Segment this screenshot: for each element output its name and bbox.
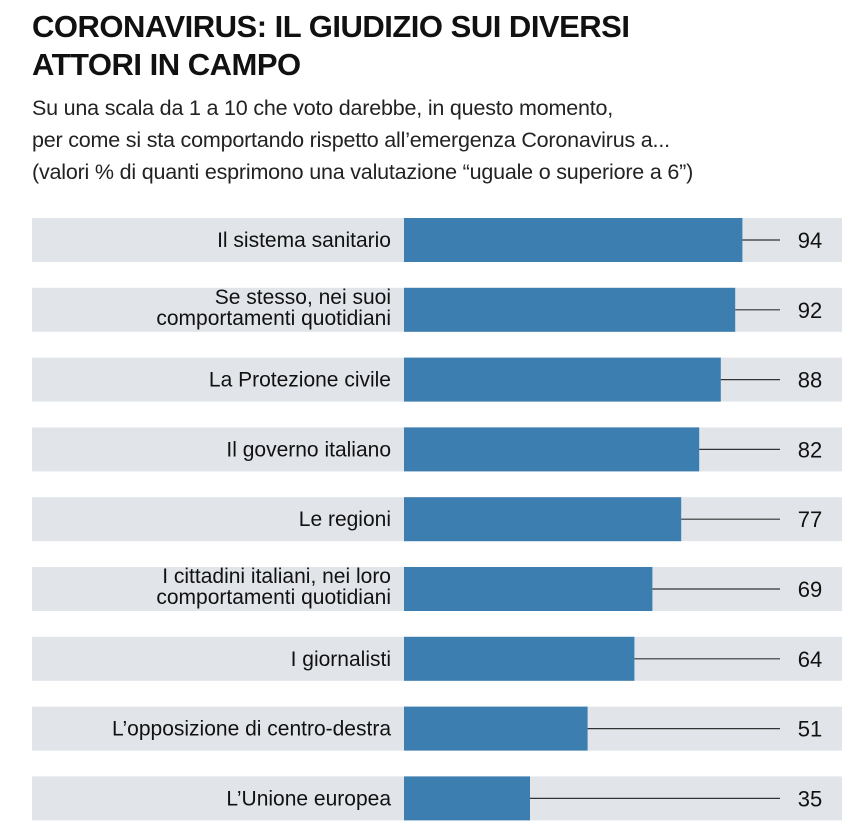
category-label: I cittadini italiani, nei loro xyxy=(162,565,391,588)
bar xyxy=(404,706,588,751)
value-label: 35 xyxy=(798,786,822,811)
title-line-2: ATTORI IN CAMPO xyxy=(32,47,301,82)
category-label: La Protezione civile xyxy=(209,369,391,392)
chart-title: CORONAVIRUS: IL GIUDIZIO SUI DIVERSI ATT… xyxy=(32,8,832,84)
value-label: 64 xyxy=(798,647,822,672)
value-label: 94 xyxy=(798,228,822,253)
bar xyxy=(404,427,700,472)
category-label: Il governo italiano xyxy=(226,438,391,461)
category-label: L’Unione europea xyxy=(226,787,391,810)
subtitle-line-3: (valori % di quanti esprimono una valuta… xyxy=(32,160,694,184)
category-label: L’opposizione di centro-destra xyxy=(112,718,391,741)
value-label: 82 xyxy=(798,437,822,462)
category-label: comportamenti quotidiani xyxy=(156,307,391,330)
bar xyxy=(404,776,530,821)
title-line-1: CORONAVIRUS: IL GIUDIZIO SUI DIVERSI xyxy=(32,9,630,44)
value-label: 88 xyxy=(798,368,822,393)
category-label: I giornalisti xyxy=(291,648,391,671)
bar xyxy=(404,567,653,611)
category-label: comportamenti quotidiani xyxy=(156,586,391,609)
bar xyxy=(404,357,721,402)
value-label: 92 xyxy=(798,298,822,323)
chart-subtitle: Su una scala da 1 a 10 che voto darebbe,… xyxy=(32,92,862,188)
value-label: 69 xyxy=(798,577,822,602)
subtitle-line-1: Su una scala da 1 a 10 che voto darebbe,… xyxy=(32,96,614,120)
bar xyxy=(404,218,743,262)
subtitle-line-2: per come si sta comportando rispetto all… xyxy=(32,128,670,152)
value-label: 77 xyxy=(798,507,822,532)
value-label: 51 xyxy=(798,717,822,742)
category-label: Il sistema sanitario xyxy=(217,229,391,252)
bar xyxy=(404,497,682,542)
bar xyxy=(404,287,736,332)
category-label: Le regioni xyxy=(299,508,391,531)
bar xyxy=(404,636,635,681)
category-label: Se stesso, nei suoi xyxy=(215,286,391,309)
